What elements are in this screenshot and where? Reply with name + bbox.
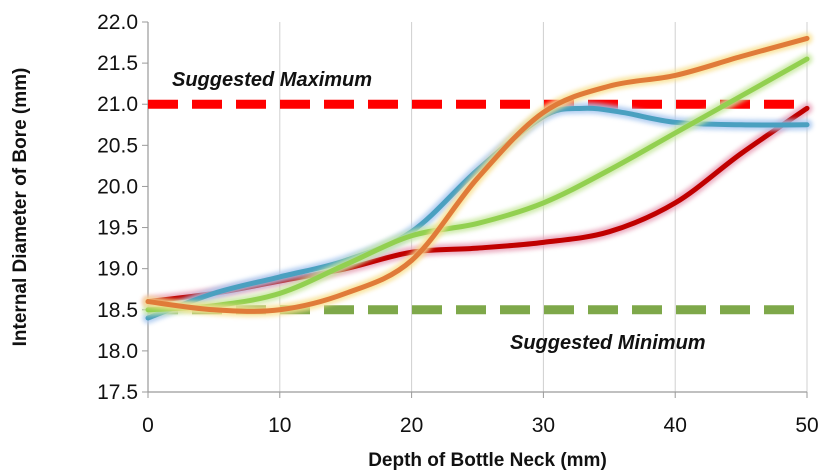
y-tick-label-22.0: 22.0 bbox=[97, 11, 138, 34]
x-tick-label-30: 30 bbox=[532, 414, 555, 437]
y-axis-title: Internal Diameter of Bore (mm) bbox=[10, 68, 31, 347]
x-tick-label-10: 10 bbox=[268, 414, 291, 437]
series-3-line bbox=[145, 35, 810, 314]
x-tick-labels: 0 10 20 30 40 50 bbox=[142, 414, 819, 437]
x-axis-title: Depth of Bottle Neck (mm) bbox=[368, 450, 607, 471]
series-2-line bbox=[145, 56, 810, 313]
series-0-glow bbox=[142, 102, 813, 308]
series-0-line bbox=[145, 105, 810, 305]
series-group bbox=[142, 32, 813, 324]
y-tick-label-17.5: 17.5 bbox=[97, 381, 138, 404]
series-1-line bbox=[145, 105, 810, 321]
suggested-maximum-label: Suggested Maximum bbox=[172, 69, 372, 91]
y-tick-labels: 17.5 18.0 18.5 19.0 19.5 20.0 20.5 21.0 21.5 22.0 bbox=[97, 11, 138, 404]
reference-lines bbox=[148, 99, 807, 315]
y-tick-label-21.5: 21.5 bbox=[97, 52, 138, 75]
x-tick-label-50: 50 bbox=[795, 414, 818, 437]
y-tick-label-21.0: 21.0 bbox=[97, 93, 138, 116]
x-tick-label-20: 20 bbox=[400, 414, 423, 437]
x-tick-label-0: 0 bbox=[142, 414, 154, 437]
x-tick-label-40: 40 bbox=[664, 414, 687, 437]
y-tick-label-19.0: 19.0 bbox=[97, 258, 138, 281]
y-tick-label-20.5: 20.5 bbox=[97, 134, 138, 157]
suggested-minimum-label: Suggested Minimum bbox=[510, 332, 706, 354]
axes bbox=[142, 21, 808, 398]
y-tick-label-20.0: 20.0 bbox=[97, 175, 138, 198]
y-tick-label-18.0: 18.0 bbox=[97, 340, 138, 363]
y-tick-label-19.5: 19.5 bbox=[97, 217, 138, 240]
y-tick-label-18.5: 18.5 bbox=[97, 299, 138, 322]
